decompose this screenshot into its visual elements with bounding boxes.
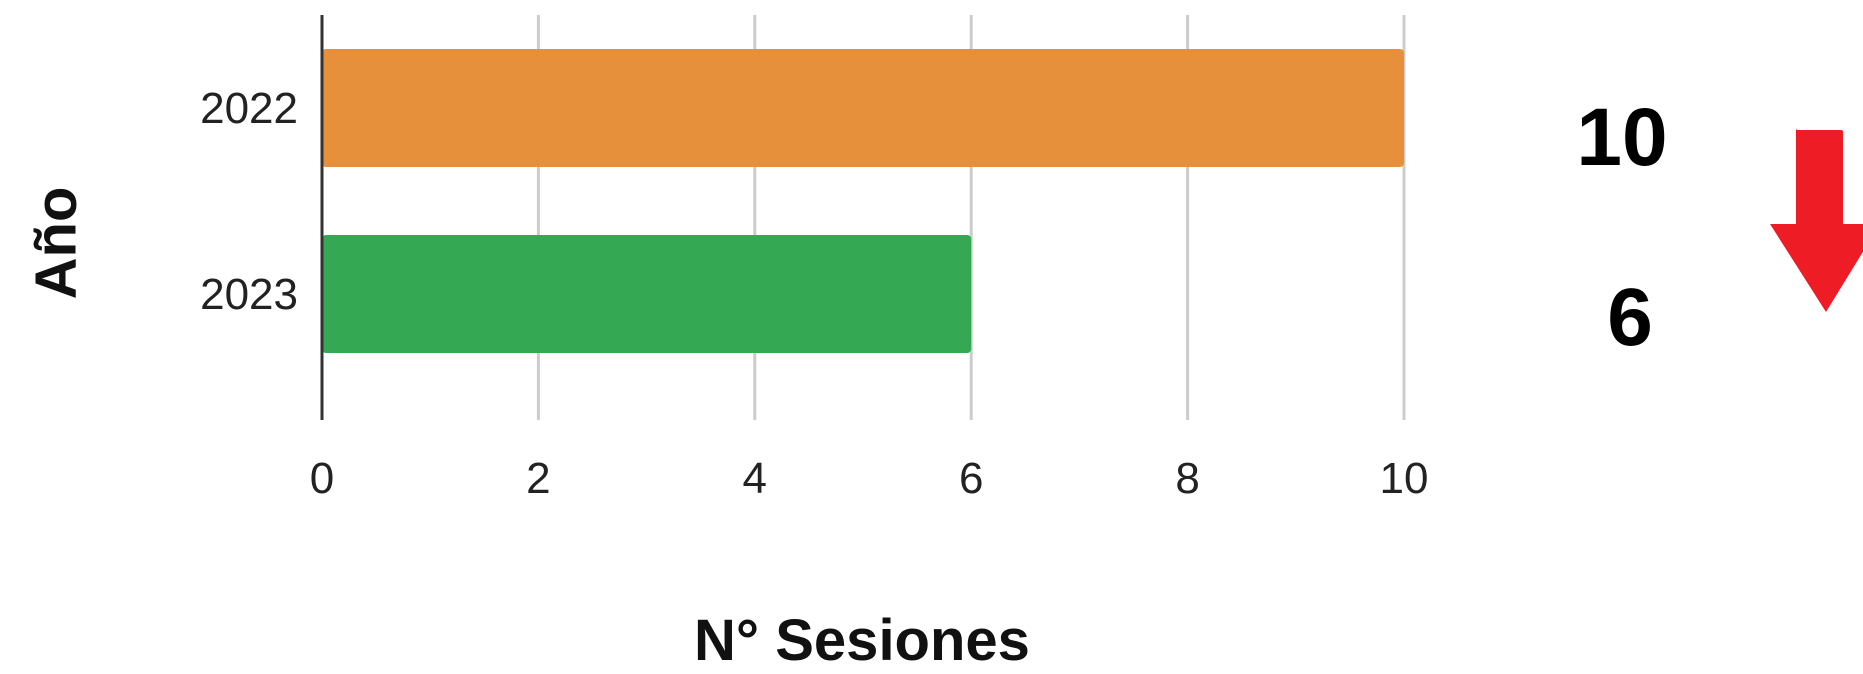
bars — [322, 49, 1404, 353]
x-tick-label: 8 — [1175, 454, 1199, 503]
x-tick-label: 10 — [1380, 454, 1429, 503]
y-tick-label: 2023 — [200, 270, 298, 319]
summary-value-first: 10 — [1576, 92, 1667, 183]
y-axis-title: Año — [24, 187, 89, 300]
x-tick-label: 6 — [959, 454, 983, 503]
down-arrow-icon — [1770, 128, 1863, 312]
x-tick-label: 4 — [743, 454, 767, 503]
x-axis-title: N° Sesiones — [694, 608, 1030, 673]
y-tick-labels: 2022 2023 — [200, 84, 298, 319]
bar-2022 — [322, 49, 1404, 167]
x-tick-label: 2 — [526, 454, 550, 503]
x-tick-labels: 0 2 4 6 8 10 — [310, 454, 1429, 503]
x-tick-label: 0 — [310, 454, 334, 503]
summary-value-second: 6 — [1607, 272, 1653, 363]
y-tick-label: 2022 — [200, 84, 298, 133]
bar-2023 — [322, 235, 972, 353]
